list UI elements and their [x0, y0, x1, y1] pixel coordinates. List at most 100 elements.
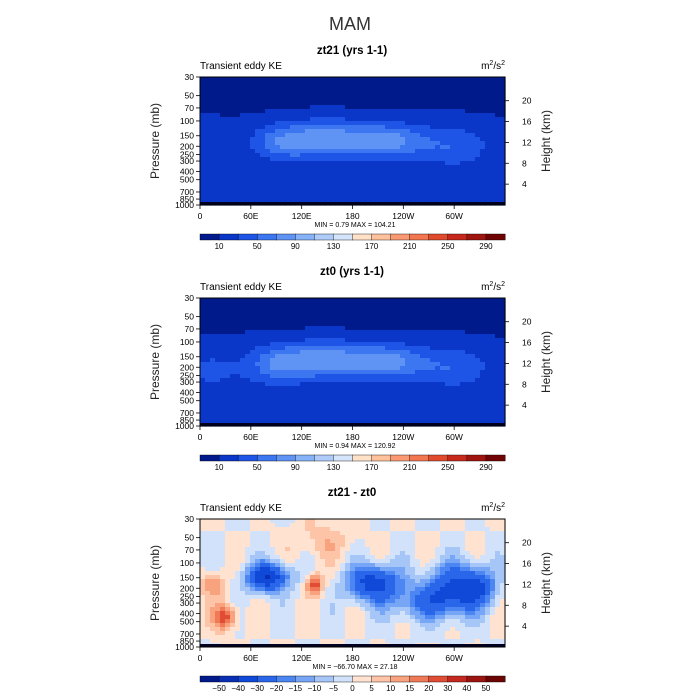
heatmap-cell [440, 354, 446, 359]
heatmap-cell [235, 527, 241, 532]
heatmap-cell [460, 153, 466, 158]
heatmap-cell [315, 302, 321, 307]
heatmap-cell [350, 322, 356, 327]
heatmap-cell [315, 185, 321, 190]
heatmap-cell [385, 177, 391, 182]
heatmap-cell [390, 358, 396, 363]
heatmap-cell [295, 535, 301, 540]
heatmap-cell [200, 109, 206, 114]
heatmap-cell [275, 89, 281, 94]
heatmap-cell [405, 310, 411, 315]
heatmap-cell [300, 81, 306, 86]
heatmap-cell [365, 563, 371, 568]
heatmap-cell [265, 394, 271, 399]
heatmap-cell [485, 173, 491, 178]
heatmap-cell [335, 157, 341, 162]
heatmap-cell [460, 165, 466, 170]
heatmap-cell [205, 374, 211, 379]
heatmap-cell [285, 354, 291, 359]
heatmap-cell [275, 406, 281, 411]
heatmap-cell [335, 326, 341, 331]
heatmap-cell [345, 398, 351, 403]
heatmap-cell [250, 157, 256, 162]
heatmap-cell [220, 346, 226, 351]
heatmap-cell [250, 133, 256, 138]
heatmap-cell [375, 181, 381, 186]
heatmap-cell [210, 177, 216, 182]
heatmap-cell [460, 177, 466, 182]
heatmap-cell [455, 350, 461, 355]
heatmap-cell [470, 197, 476, 202]
heatmap-cell [440, 398, 446, 403]
heatmap-cell [225, 531, 231, 536]
heatmap-cell [295, 358, 301, 363]
heatmap-cell [245, 531, 251, 536]
heatmap-cell [370, 133, 376, 138]
heatmap-cell [360, 193, 366, 198]
y-tick-label: 400 [180, 388, 194, 398]
heatmap-cell [275, 575, 281, 580]
heatmap-cell [225, 390, 231, 395]
heatmap-cell [395, 559, 401, 564]
heatmap-cell [470, 358, 476, 363]
heatmap-cell [200, 113, 206, 118]
heatmap-cell [425, 378, 431, 383]
heatmap-cell [360, 390, 366, 395]
heatmap-cell [230, 551, 236, 556]
heatmap-cell [425, 402, 431, 407]
heatmap-cell [300, 330, 306, 335]
heatmap-cell [220, 322, 226, 327]
heatmap-cell [480, 189, 486, 194]
heatmap-cell [230, 358, 236, 363]
heatmap-cell [280, 181, 286, 186]
heatmap-cell [285, 141, 291, 146]
heatmap-cell [455, 314, 461, 319]
heatmap-cell [235, 298, 241, 303]
heatmap-cell [345, 386, 351, 391]
heatmap-cell [210, 519, 216, 524]
heatmap-cell [280, 121, 286, 126]
heatmap-cell [465, 117, 471, 122]
heatmap-cell [320, 535, 326, 540]
heatmap-cell [345, 157, 351, 162]
heatmap-cell [440, 141, 446, 146]
heatmap-cell [210, 193, 216, 198]
heatmap-cell [405, 145, 411, 150]
heatmap-cell [485, 410, 491, 415]
heatmap-cell [400, 575, 406, 580]
heatmap-cell [295, 527, 301, 532]
heatmap-cell [310, 418, 316, 423]
heatmap-cell [375, 410, 381, 415]
heatmap-cell [410, 129, 416, 134]
heatmap-cell [430, 531, 436, 536]
heatmap-cell [490, 378, 496, 383]
heatmap-cell [385, 410, 391, 415]
heatmap-cell [270, 113, 276, 118]
heatmap-cell [450, 386, 456, 391]
heatmap-cell [495, 370, 501, 375]
heatmap-cell [200, 378, 206, 383]
heatmap-cell [310, 318, 316, 323]
heatmap-cell [275, 101, 281, 106]
heatmap-cell [250, 310, 256, 315]
heatmap-cell [285, 555, 291, 560]
heatmap-cell [415, 410, 421, 415]
heatmap-cell [245, 105, 251, 110]
heatmap-cell [365, 105, 371, 110]
heatmap-cell [250, 551, 256, 556]
heatmap-cell [220, 575, 226, 580]
heatmap-cell [495, 519, 501, 524]
heatmap-cell [300, 298, 306, 303]
heatmap-cell [370, 378, 376, 383]
heatmap-cell [345, 153, 351, 158]
heatmap-cell [240, 378, 246, 383]
heatmap-cell [410, 354, 416, 359]
heatmap-cell [445, 133, 451, 138]
heatmap-cell [395, 410, 401, 415]
heatmap-cell [240, 342, 246, 347]
heatmap-cell [425, 165, 431, 170]
heatmap-cell [410, 547, 416, 552]
heatmap-cell [325, 402, 331, 407]
heatmap-cell [375, 77, 381, 82]
heatmap-cell [395, 531, 401, 536]
